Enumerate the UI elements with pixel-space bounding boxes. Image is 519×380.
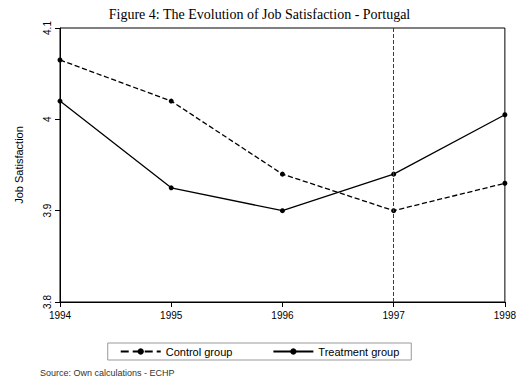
- svg-text:3.9: 3.9: [42, 203, 53, 217]
- svg-text:3.8: 3.8: [42, 295, 53, 309]
- svg-text:Source: Own calculations - ECH: Source: Own calculations - ECHP: [40, 368, 175, 378]
- svg-text:1996: 1996: [271, 310, 294, 321]
- svg-text:4.1: 4.1: [42, 21, 53, 35]
- svg-text:Control group: Control group: [166, 346, 233, 358]
- svg-text:1997: 1997: [383, 310, 406, 321]
- svg-text:1995: 1995: [160, 310, 183, 321]
- svg-text:1998: 1998: [494, 310, 517, 321]
- svg-text:Job Satisfaction: Job Satisfaction: [13, 126, 25, 204]
- svg-text:Figure 4: The Evolution of Job: Figure 4: The Evolution of Job Satisfact…: [109, 7, 411, 22]
- svg-text:1994: 1994: [49, 310, 72, 321]
- svg-text:Treatment group: Treatment group: [318, 346, 399, 358]
- svg-text:4: 4: [42, 116, 53, 122]
